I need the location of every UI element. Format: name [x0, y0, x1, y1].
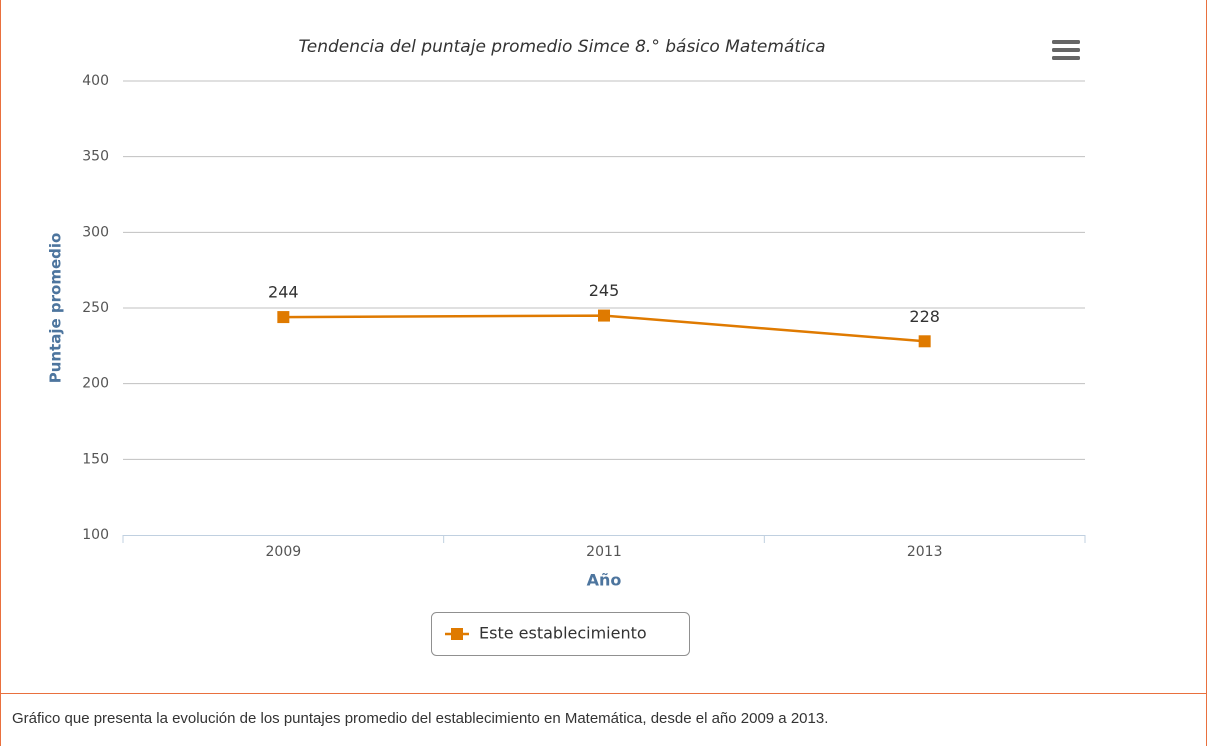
y-tick-label: 300 [82, 224, 109, 240]
legend-symbol [451, 628, 463, 640]
y-axis-label: Puntaje promedio [47, 233, 65, 384]
y-tick-label: 250 [82, 300, 109, 316]
x-tick-label: 2011 [586, 544, 622, 560]
legend: Este establecimiento [431, 612, 690, 656]
data-label: 244 [268, 283, 299, 302]
marker [598, 309, 610, 322]
caption: Gráfico que presenta la evolución de los… [12, 710, 829, 727]
marker [277, 311, 290, 324]
y-tick-label: 150 [82, 451, 109, 467]
menu-button[interactable] [1051, 36, 1081, 64]
data-label: 228 [909, 307, 940, 326]
menu-bar [1052, 56, 1080, 60]
data-label: 245 [589, 281, 620, 300]
y-tick-label: 100 [82, 527, 109, 543]
legend-box [431, 612, 690, 656]
x-tick-label: 2009 [266, 544, 302, 560]
marker [918, 335, 931, 348]
menu-bar [1052, 40, 1080, 44]
chart: Tendencia del puntaje promedio Simce 8.°… [47, 36, 1086, 656]
y-tick-label: 200 [82, 376, 109, 392]
legend-entry: Este establecimiento [479, 624, 647, 643]
x-axis-label: Año [587, 571, 622, 590]
menu-bar [1052, 48, 1080, 52]
separator [0, 693, 1207, 694]
chart-title: Tendencia del puntaje promedio Simce 8.°… [298, 37, 825, 57]
x-tick-label: 2013 [907, 544, 943, 560]
y-tick-label: 400 [82, 73, 109, 89]
y-tick-label: 350 [82, 149, 109, 165]
